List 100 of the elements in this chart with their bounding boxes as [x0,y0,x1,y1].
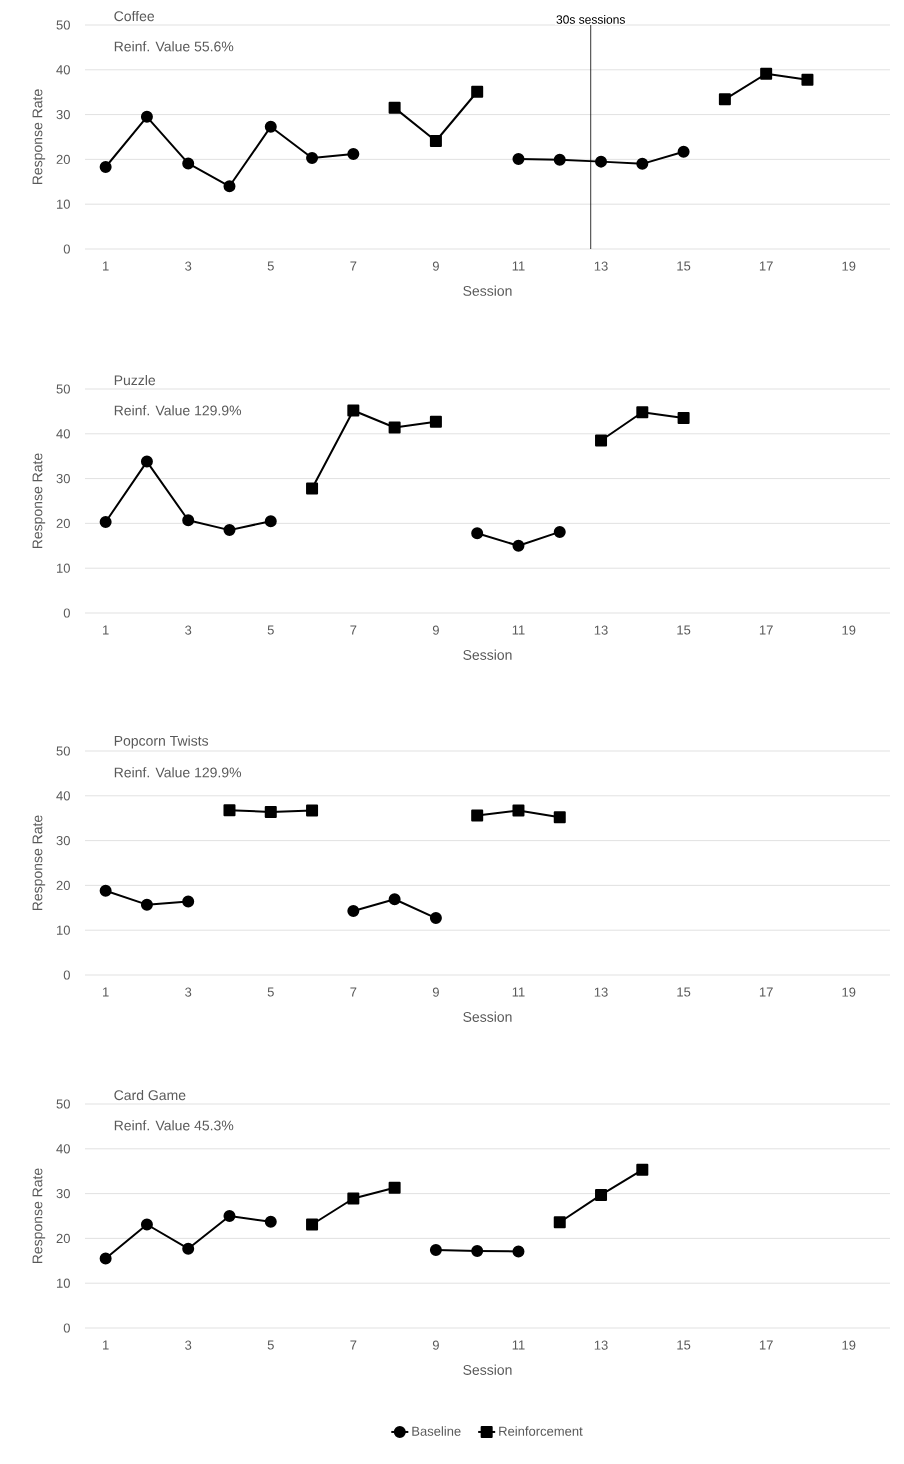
point [347,404,360,417]
x-tick-label: 1 [103,987,109,997]
point [388,893,401,906]
point [595,1188,608,1201]
y-tick-label: 0 [63,1323,70,1333]
point [471,85,484,98]
x-tick-label: 7 [350,1340,357,1350]
x-tick-label: 7 [350,261,357,271]
point [182,157,195,170]
point [99,161,112,173]
point [182,1242,195,1255]
x-tick-label: 13 [594,261,608,271]
y-tick-label: 50 [56,20,70,30]
x-tick-label: 3 [185,261,192,271]
y-tick-label: 40 [56,65,70,75]
point [140,898,153,911]
point [429,1244,442,1257]
chart-title: Card Game [114,1089,186,1101]
x-tick-label: 13 [594,1340,608,1350]
y-tick-label: 30 [56,835,70,846]
x-tick-label: 11 [512,987,525,997]
y-tick-label: 0 [63,608,70,618]
ref-line-label: 30s sessions [556,14,625,24]
point [512,152,525,165]
point [718,93,731,106]
x-tick-label: 3 [185,625,192,635]
y-tick-label: 20 [56,880,70,890]
x-tick-label: 19 [842,261,856,271]
point [182,895,195,908]
x-tick-label: 5 [267,261,274,271]
x-tick-label: 9 [432,625,439,635]
x-axis-title: Session [463,1364,512,1375]
point [264,1215,277,1228]
point [99,516,112,529]
point [99,884,112,897]
legend-label: Reinforcement [499,1426,583,1436]
y-tick-label: 40 [56,429,70,439]
point [595,434,608,447]
point [471,809,484,822]
x-tick-label: 17 [759,1340,773,1350]
y-axis-title: Response Rate [32,815,46,911]
x-tick-label: 1 [103,261,109,271]
point [429,912,442,925]
x-tick-label: 13 [594,987,608,997]
x-tick-label: 11 [512,261,525,271]
chart-title: Popcorn Twists [114,735,209,749]
y-tick-label: 50 [56,1099,70,1109]
point [553,1216,566,1229]
x-tick-label: 5 [267,987,274,997]
point [512,1245,525,1258]
point [306,1218,319,1231]
point [306,804,319,817]
x-tick-label: 17 [759,261,773,271]
y-tick-label: 10 [56,925,70,935]
x-tick-label: 3 [185,987,192,997]
point [223,524,236,537]
text: Reinf. Value 129.9% [114,767,242,778]
point [636,1163,649,1176]
point [801,73,814,86]
x-axis-title: Session [463,649,512,660]
x-tick-label: 3 [185,1340,192,1350]
y-tick-label: 30 [56,109,70,120]
y-tick-label: 20 [56,1233,70,1243]
text: Reinf. Value 55.6% [114,41,234,52]
point [636,157,649,170]
y-tick-label: 40 [56,791,70,801]
point [140,1218,153,1231]
x-tick-label: 1 [103,1340,109,1350]
x-tick-label: 19 [842,1340,856,1350]
point [140,110,153,123]
x-tick-label: 17 [759,987,773,997]
y-tick-label: 30 [56,1189,70,1199]
point [306,482,319,495]
x-tick-label: 15 [677,261,691,271]
x-tick-label: 15 [677,987,691,997]
point [677,412,690,425]
point [553,811,566,824]
x-tick-label: 9 [432,261,439,271]
y-tick-label: 0 [63,970,70,980]
point [264,515,277,528]
point [760,67,773,80]
y-tick-label: 50 [56,746,70,756]
x-tick-label: 7 [350,987,357,997]
text: Reinf. Value 45.3% [114,1120,234,1131]
point [140,455,153,468]
x-tick-label: 9 [432,987,439,997]
point [471,1244,484,1257]
point [429,415,442,428]
y-axis-title: Response Rate [32,89,46,185]
point [347,1192,360,1205]
point [306,152,319,165]
point [223,804,236,817]
x-tick-label: 17 [759,625,773,635]
point [388,421,401,434]
point [677,145,690,158]
point [347,904,360,917]
point [223,180,236,193]
y-tick-label: 10 [56,1278,70,1288]
x-axis-title: Session [463,1011,512,1022]
y-tick-label: 30 [56,473,70,484]
